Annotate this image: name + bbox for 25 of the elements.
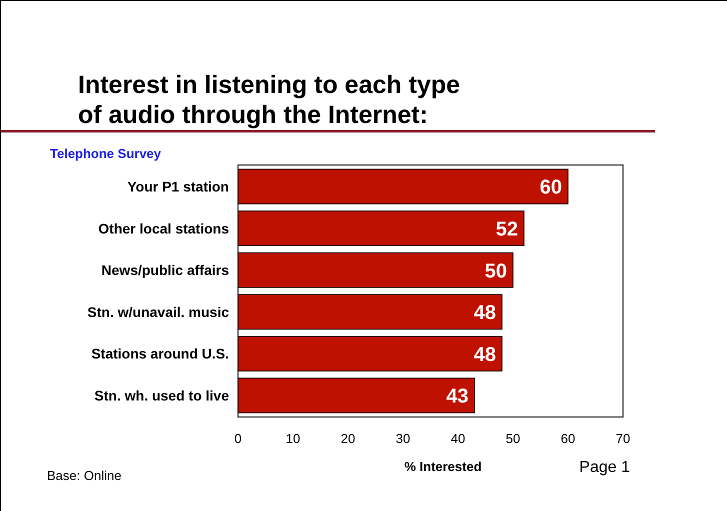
y-tick-label: Stations around U.S. [91, 346, 229, 362]
y-tick-label: News/public affairs [101, 262, 230, 278]
text: Telephone Survey [50, 146, 162, 161]
x-tick-label: 30 [396, 431, 410, 446]
y-tick-label: Your P1 station [127, 178, 229, 195]
data-label: 60 [540, 176, 562, 199]
x-tick-label: 0 [234, 431, 242, 446]
data-label: 48 [474, 302, 496, 324]
x-tick-label: 70 [616, 431, 630, 446]
x-tick-label: 20 [340, 431, 356, 446]
y-tick-label: Other local stations [98, 220, 230, 236]
x-tick-label: 10 [286, 431, 300, 446]
data-label: 50 [484, 260, 507, 282]
text: Base: Online [47, 468, 122, 483]
data-label: 52 [496, 218, 518, 241]
data-label: 48 [474, 344, 496, 366]
x-tick-label: 50 [506, 431, 520, 446]
text: Page 1 [579, 459, 630, 476]
x-axis-title: % Interested [404, 459, 482, 474]
y-tick-label: Stn. w/unavail. music [87, 304, 230, 320]
data-label: 43 [446, 386, 468, 408]
chart-title: Interest in listening to each type of audio through the Internet: [78, 71, 460, 129]
x-tick-label: 40 [450, 431, 466, 446]
x-tick-label: 60 [560, 431, 576, 446]
y-tick-label: Stn. wh. used to live [94, 388, 230, 404]
